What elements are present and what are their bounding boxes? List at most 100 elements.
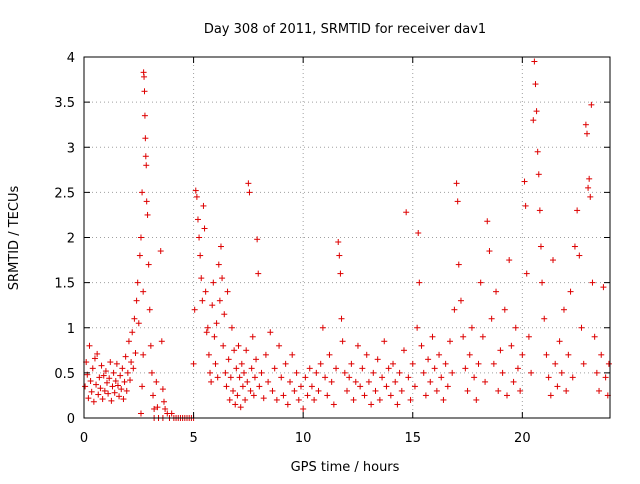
data-point [98, 362, 105, 369]
data-point [87, 377, 94, 384]
data-point [501, 306, 508, 313]
data-point [306, 365, 313, 372]
data-point [297, 383, 304, 390]
data-point [315, 387, 322, 394]
data-point [250, 392, 257, 399]
data-point [558, 369, 565, 376]
data-point [429, 333, 436, 340]
data-point [287, 378, 294, 385]
chart-title: Day 308 of 2011, SRMTID for receiver dav… [204, 22, 486, 37]
data-point [139, 383, 146, 390]
data-point [488, 315, 495, 322]
data-point [593, 369, 600, 376]
data-point [532, 81, 539, 88]
data-point [220, 342, 227, 349]
data-point [376, 396, 383, 403]
data-point [194, 216, 201, 223]
data-point [95, 391, 102, 398]
data-point [231, 347, 238, 354]
data-point [130, 365, 137, 372]
data-point [462, 365, 469, 372]
data-point [372, 387, 379, 394]
data-point [237, 404, 244, 411]
data-point [137, 410, 144, 417]
data-point [278, 374, 285, 381]
data-point [311, 396, 318, 403]
data-point [385, 365, 392, 372]
data-point [168, 410, 175, 417]
data-point [199, 297, 206, 304]
data-point [249, 333, 256, 340]
data-point [539, 279, 546, 286]
data-point [129, 329, 136, 336]
data-point [416, 279, 423, 286]
data-point [427, 378, 434, 385]
data-point [521, 178, 528, 185]
data-point [235, 342, 242, 349]
data-point [150, 392, 157, 399]
data-point [493, 288, 500, 295]
data-point [580, 360, 587, 367]
x-tick-label: 15 [404, 431, 421, 446]
data-point [202, 288, 209, 295]
data-point [225, 356, 232, 363]
plot-frame [83, 56, 611, 419]
data-point [533, 108, 540, 115]
data-point [116, 393, 123, 400]
data-point [113, 360, 120, 367]
y-tick-label: 1.5 [54, 277, 75, 292]
data-point [519, 351, 526, 358]
data-point [333, 365, 340, 372]
data-point [350, 396, 357, 403]
data-point [536, 207, 543, 214]
data-point [528, 369, 535, 376]
data-point [227, 374, 234, 381]
data-point [267, 329, 274, 336]
data-point [254, 236, 261, 243]
data-point [335, 239, 342, 246]
data-point [541, 315, 548, 322]
data-point [89, 365, 96, 372]
data-point [242, 396, 249, 403]
data-point [232, 401, 239, 408]
data-point [359, 365, 366, 372]
data-point [197, 252, 204, 259]
data-point [473, 396, 480, 403]
y-tick-label: 3 [67, 141, 75, 156]
data-point [282, 360, 289, 367]
data-point [256, 383, 263, 390]
data-point [133, 297, 140, 304]
data-point [151, 405, 158, 412]
data-point [352, 378, 359, 385]
data-point [482, 378, 489, 385]
data-point [201, 225, 208, 232]
data-point [234, 392, 241, 399]
data-point [598, 351, 605, 358]
data-point [245, 180, 252, 187]
y-tick-label: 2.5 [54, 186, 75, 201]
data-point [248, 365, 255, 372]
data-point [105, 390, 112, 397]
data-point [381, 338, 388, 345]
data-point [523, 270, 530, 277]
data-point [110, 369, 117, 376]
data-point [280, 392, 287, 399]
data-point [122, 353, 129, 360]
data-point [196, 234, 203, 241]
data-point [210, 279, 217, 286]
data-point [238, 360, 245, 367]
data-point [407, 396, 414, 403]
y-tick-label: 1 [67, 322, 75, 337]
data-point [114, 382, 121, 389]
data-point [503, 392, 510, 399]
data-point [346, 374, 353, 381]
data-point [293, 369, 300, 376]
data-point [269, 387, 276, 394]
data-point [91, 355, 98, 362]
data-point [460, 333, 467, 340]
data-point [319, 324, 326, 331]
data-point [390, 360, 397, 367]
data-point [420, 369, 427, 376]
data-point [454, 198, 461, 205]
data-point [159, 386, 166, 393]
